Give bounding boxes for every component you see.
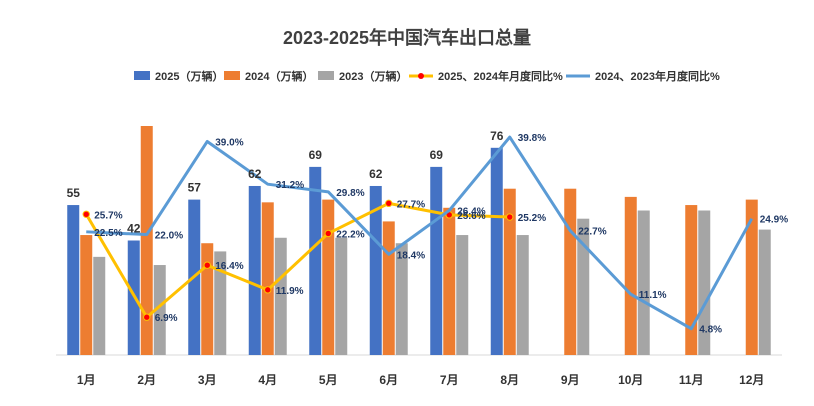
legend: 2025（万辆） 2024（万辆） 2023（万辆） 2025、2024年月度同比% 2… (134, 69, 720, 83)
bar-2-1月 (80, 235, 93, 355)
x-tick-label: 7月 (440, 373, 459, 387)
line-value-label: 18.4% (397, 250, 425, 261)
bar-3-11月 (698, 210, 711, 355)
line-value-label: 16.4% (215, 261, 243, 272)
bar-2-7月 (443, 207, 456, 355)
line-marker (143, 313, 151, 321)
x-tick-label: 10月 (618, 373, 643, 387)
line-1-path (84, 201, 510, 319)
line-value-label: 25.2% (518, 213, 546, 224)
bar-value-label: 55 (67, 186, 81, 200)
x-tick-label: 3月 (198, 373, 217, 387)
bar-2-8月 (503, 188, 516, 355)
line-value-label: 25.6% (457, 211, 485, 222)
x-tick-label: 8月 (500, 373, 519, 387)
x-tick-label: 5月 (319, 373, 338, 387)
bar-1-6月 (369, 185, 382, 355)
bar-1-7月 (430, 166, 443, 355)
line-value-label: 25.7% (94, 210, 122, 221)
bar-1-8月 (490, 147, 503, 355)
bar-3-7月 (456, 235, 469, 355)
legend-label: 2024（万辆） (245, 69, 313, 83)
bar-value-label: 57 (188, 181, 202, 195)
data-labels: 55 42 57 62 69 62 69 76 25.7% 6.9% 16.4% 11.9% 22.2%… (67, 129, 789, 336)
bar-value-label: 62 (369, 167, 383, 181)
bar-value-label: 69 (430, 148, 444, 162)
x-tick-labels: 1月 2月 3月 4月 5月 6月 7月 8月 9月 10月 11月 12月 (77, 373, 765, 387)
line-value-label: 4.8% (699, 325, 722, 336)
line-marker (385, 199, 393, 208)
legend-label: 2023（万辆） (339, 69, 407, 83)
bar-2-2月 (140, 126, 153, 355)
bar-3-5月 (335, 237, 348, 355)
line-value-label: 26.4% (457, 206, 485, 217)
x-tick-label: 6月 (379, 373, 398, 387)
line-marker (506, 213, 514, 221)
bar-2-10月 (624, 196, 637, 355)
x-tick-label: 12月 (739, 373, 764, 387)
x-tick-label: 2月 (137, 373, 156, 387)
legend-label: 2024、2023年月度同比% (595, 69, 720, 83)
bar-3-2月 (153, 265, 166, 355)
x-tick-label: 9月 (561, 373, 580, 387)
line-value-label: 11.9% (276, 286, 304, 297)
legend-label: 2025、2024年月度同比% (438, 69, 563, 83)
line-value-label: 11.1% (639, 290, 667, 301)
legend-label: 2025（万辆） (155, 69, 223, 83)
line-value-label: 24.9% (760, 215, 788, 226)
legend-swatch (224, 71, 240, 80)
line-value-label: 39.8% (518, 133, 546, 144)
line-value-label: 27.7% (397, 199, 425, 210)
bar-3-12月 (758, 229, 771, 355)
line-value-label: 22.7% (578, 227, 606, 238)
line-marker (203, 261, 211, 269)
legend-marker (418, 73, 424, 79)
bar-value-label: 76 (490, 129, 504, 143)
bar-value-label: 42 (127, 222, 141, 236)
line-marker (264, 286, 272, 294)
chart-title: 2023-2025年中国汽车出口总量 (283, 27, 531, 48)
line-value-label: 6.9% (155, 313, 178, 324)
bar-2-6月 (382, 221, 395, 355)
x-tick-label: 11月 (679, 373, 704, 387)
bar-1-1月 (67, 205, 80, 355)
bar-2-11月 (685, 205, 698, 355)
x-tick-label: 4月 (258, 373, 277, 387)
line-2-path (86, 135, 754, 331)
line-value-label: 31.2% (276, 180, 304, 191)
line-marker (82, 210, 90, 218)
bar-2-9月 (564, 188, 577, 355)
bar-3-6月 (395, 243, 408, 355)
line-value-label: 22.0% (155, 231, 183, 242)
x-tick-label: 1月 (77, 373, 96, 387)
line-value-label: 29.8% (336, 188, 364, 199)
bar-1-5月 (309, 166, 322, 355)
line-value-label: 39.0% (215, 137, 243, 148)
bar-3-1月 (93, 256, 106, 355)
legend-swatch (134, 71, 150, 80)
bar-3-9月 (577, 218, 590, 355)
line-value-label: 22.2% (336, 229, 364, 240)
line-value-label: 22.5% (94, 228, 122, 239)
line-series (82, 135, 754, 331)
line-marker (324, 229, 332, 238)
bar-1-4月 (248, 185, 261, 355)
bar-value-label: 69 (309, 148, 323, 162)
bar-2-3月 (201, 243, 214, 355)
bar-3-3月 (214, 251, 227, 355)
bar-2-4月 (261, 202, 274, 355)
bar-3-10月 (637, 210, 650, 355)
bar-2-5月 (322, 199, 335, 355)
bar-3-8月 (516, 235, 529, 355)
bar-3-4月 (274, 237, 287, 355)
legend-swatch (318, 71, 334, 80)
bar-2-12月 (745, 199, 758, 355)
bar-value-label: 62 (248, 167, 262, 181)
